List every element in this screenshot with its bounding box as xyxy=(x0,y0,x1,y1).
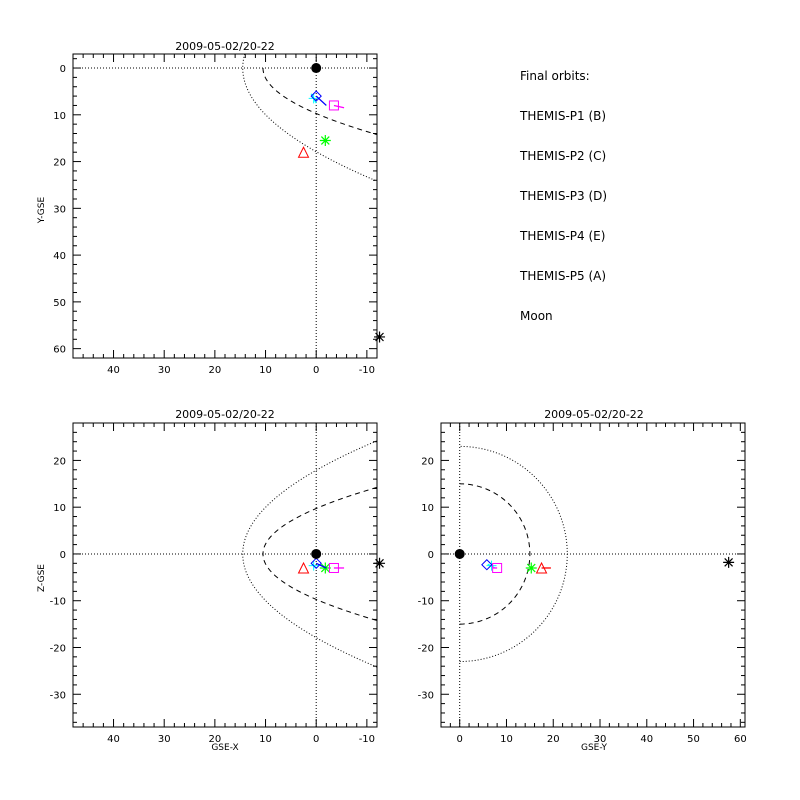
y-tick-label: 20 xyxy=(421,456,434,467)
plot-area-yz: 0 10 20 30 40 50 60 20 10 0 -10 -20 -30 xyxy=(418,422,747,745)
y-tick-label: 0 xyxy=(428,550,434,561)
y-tick-label: -20 xyxy=(418,643,434,654)
plot-area-xy: 40 30 20 10 0 -10 0 10 20 30 40 50 60 xyxy=(53,53,386,376)
x-tick-label: 60 xyxy=(734,734,747,745)
themis-p1-b-marker xyxy=(297,146,310,158)
themis-p4-e-marker xyxy=(310,90,322,102)
panel-xz: 2009-05-02/20-22 Z-GSE GSE-X 40 30 20 10 0 -1… xyxy=(37,408,386,753)
legend-item-p1: THEMIS-P1 (B) xyxy=(519,109,606,123)
y-tick-label: 30 xyxy=(53,204,66,215)
x-tick-label: -10 xyxy=(359,365,375,376)
x-tick-label: 20 xyxy=(208,365,221,376)
y-tick-label: -20 xyxy=(50,643,66,654)
plot-content xyxy=(73,54,377,358)
themis-p4-e-marker xyxy=(310,557,322,570)
x-tick-label: 40 xyxy=(640,734,653,745)
y-tick-label: -10 xyxy=(418,597,434,608)
earth-marker xyxy=(311,63,322,74)
themis-p1-b-marker xyxy=(297,561,310,574)
x-tick-label: 0 xyxy=(313,365,319,376)
legend-item-p5: THEMIS-P5 (A) xyxy=(519,269,606,283)
x-tick-label: 0 xyxy=(457,734,463,745)
x-axis-label: GSE-Y xyxy=(581,743,608,753)
y-tick-label: 20 xyxy=(53,456,66,467)
x-tick-label: 30 xyxy=(594,734,607,745)
moon-marker xyxy=(723,556,735,568)
panel-xy: 2009-05-02/20-22 Y-GSE 40 30 20 10 0 -10 0 10 20… xyxy=(37,40,386,376)
y-tick-label: 10 xyxy=(421,503,434,514)
x-tick-label: 50 xyxy=(687,734,700,745)
y-tick-label: 10 xyxy=(53,503,66,514)
themis-p5-a-trail xyxy=(333,104,345,109)
x-tick-label: 40 xyxy=(107,365,120,376)
themis-p4-e-trail xyxy=(315,562,327,569)
moon-marker xyxy=(374,331,386,343)
legend-item-moon: Moon xyxy=(520,309,553,323)
y-axis-label: Y-GSE xyxy=(37,197,47,225)
x-tick-label: 10 xyxy=(500,734,513,745)
themis-p4-e-trail xyxy=(315,95,327,106)
legend-item-p2: THEMIS-P2 (C) xyxy=(519,149,606,163)
themis-p2-c-marker xyxy=(525,562,537,574)
x-tick-label: 40 xyxy=(107,734,120,745)
panel-title: 2009-05-02/20-22 xyxy=(175,40,275,53)
x-axis-label: GSE-X xyxy=(211,743,238,753)
y-tick-label: 50 xyxy=(53,298,66,309)
x-tick-label: 30 xyxy=(158,365,171,376)
themis-p4-e-marker xyxy=(481,559,493,571)
y-tick-label: 10 xyxy=(53,111,66,122)
bow-shock-curve xyxy=(242,440,377,668)
legend: Final orbits: THEMIS-P1 (B) THEMIS-P2 (C… xyxy=(519,69,607,323)
x-tick-label: 10 xyxy=(259,365,272,376)
themis-p2-c-marker xyxy=(319,135,331,147)
panel-yz: 2009-05-02/20-22 GSE-Y 0 10 20 30 40 50 60 20 10… xyxy=(418,408,747,753)
magnetopause-circle xyxy=(459,483,531,625)
x-tick-label: 20 xyxy=(547,734,560,745)
y-tick-label: 0 xyxy=(60,64,66,75)
y-tick-label: -30 xyxy=(418,690,434,701)
x-tick-label: 30 xyxy=(158,734,171,745)
x-tick-label: 10 xyxy=(259,734,272,745)
legend-title: Final orbits: xyxy=(520,69,590,83)
themis-p5-a-marker xyxy=(328,100,339,111)
earth-marker xyxy=(311,548,322,559)
earth-marker xyxy=(454,548,465,559)
moon-marker xyxy=(374,557,386,569)
legend-item-p3: THEMIS-P3 (D) xyxy=(519,189,607,203)
y-tick-label: -10 xyxy=(50,597,66,608)
plot-content xyxy=(73,423,377,727)
plot-area-xz: 40 30 20 10 0 -10 20 10 0 -10 -20 -30 xyxy=(50,422,386,745)
y-tick-label: -30 xyxy=(50,690,66,701)
y-tick-label: 0 xyxy=(60,550,66,561)
themis-p1-b-marker xyxy=(535,561,548,574)
themis-p5-a-marker xyxy=(328,562,339,573)
legend-item-p4: THEMIS-P4 (E) xyxy=(519,229,605,243)
plot-frame xyxy=(440,422,746,728)
panel-title: 2009-05-02/20-22 xyxy=(544,408,644,421)
plot-content xyxy=(441,423,745,727)
panel-title: 2009-05-02/20-22 xyxy=(175,408,275,421)
themis-p5-a-marker xyxy=(492,562,503,573)
y-axis-label: Z-GSE xyxy=(37,564,47,592)
x-tick-label: 0 xyxy=(313,734,319,745)
y-tick-label: 20 xyxy=(53,158,66,169)
magnetopause-curve xyxy=(262,486,377,622)
magnetopause-curve xyxy=(262,68,377,136)
x-tick-label: -10 xyxy=(359,734,375,745)
x-tick-label: 20 xyxy=(208,734,221,745)
y-tick-label: 60 xyxy=(53,345,66,356)
y-tick-label: 40 xyxy=(53,251,66,262)
bow-shock-circle xyxy=(459,445,568,663)
